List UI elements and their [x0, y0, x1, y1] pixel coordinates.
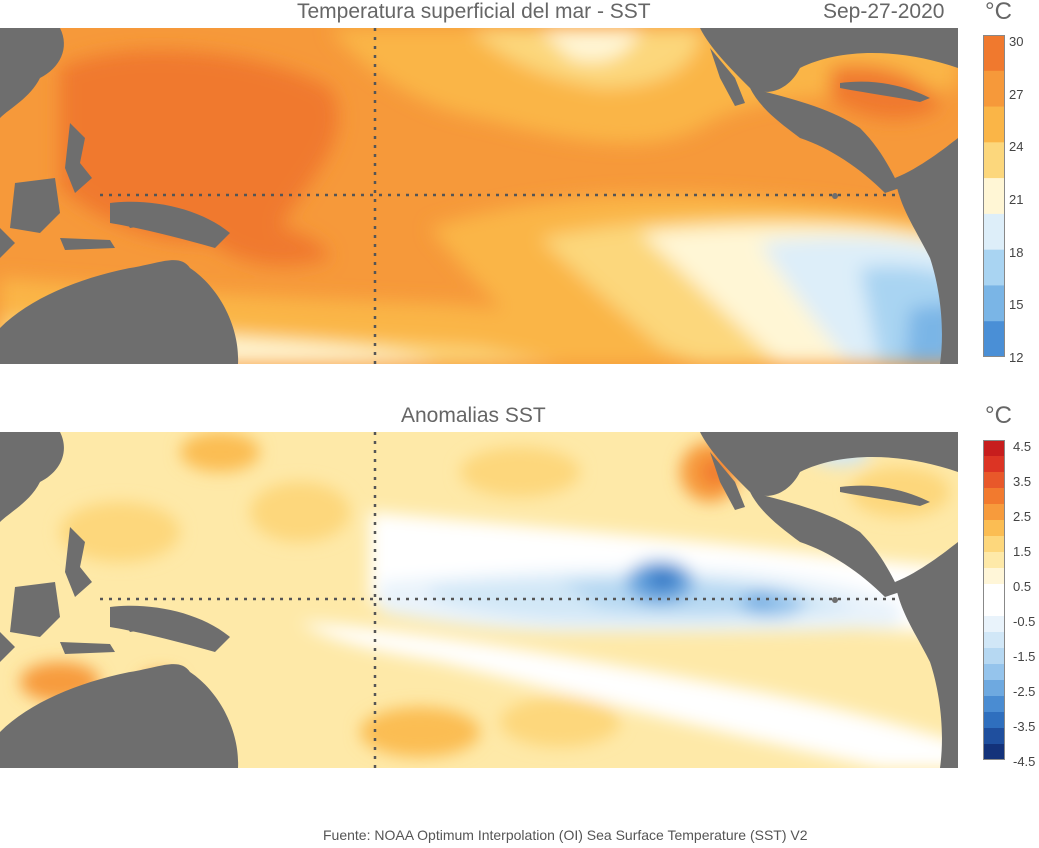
anomaly-colorbar-swatch: [983, 584, 1005, 601]
sst-title: Temperatura superficial del mar - SST: [297, 0, 651, 23]
asia-landmass: [0, 28, 64, 118]
anomaly-colorbar-swatch: [983, 728, 1005, 745]
anomaly-unit: °C: [985, 402, 1012, 429]
anomaly-colorbar-swatch: [983, 680, 1005, 697]
sst-colorbar-swatch: [983, 285, 1005, 322]
sst-ocean-field: [0, 28, 958, 364]
north-america-landmass: [700, 28, 958, 92]
sumatra-island: [0, 632, 15, 662]
anomaly-colorbar-tick-label: -3.5: [1013, 719, 1036, 734]
anomaly-colorbar-swatch: [983, 536, 1005, 553]
anomaly-colorbar-swatch: [983, 696, 1005, 713]
philippines-islands: [65, 527, 92, 597]
south-america-landmass: [895, 138, 958, 364]
anomaly-colorbar-swatch: [983, 504, 1005, 521]
sst-colorbar-swatch: [983, 35, 1005, 72]
philippines-islands: [65, 123, 92, 193]
sst-colorbar-tick-label: 30: [1009, 34, 1024, 49]
anomaly-colorbar-tick-label: 3.5: [1013, 474, 1032, 489]
anomaly-colorbar-swatch: [983, 712, 1005, 729]
anomaly-colorbar-swatch: [983, 568, 1005, 585]
anomaly-title: Anomalias SST: [401, 404, 546, 427]
sumatra-island: [0, 228, 15, 258]
anomaly-colorbar-swatch: [983, 664, 1005, 681]
anomaly-colorbar-swatch: [983, 456, 1005, 473]
sst-colorbar-swatch: [983, 321, 1005, 357]
central-america-landmass: [750, 492, 900, 597]
source-footer: Fuente: NOAA Optimum Interpolation (OI) …: [323, 827, 808, 843]
sst-colorbar-tick-label: 24: [1009, 139, 1024, 155]
north-america-landmass: [700, 432, 958, 496]
sst-map: [0, 28, 958, 364]
anomaly-colorbar-tick-label: -0.5: [1013, 614, 1036, 629]
borneo-island: [10, 178, 60, 233]
anomaly-colorbar-swatch: [983, 744, 1005, 760]
sst-colorbar-tick-label: 12: [1009, 350, 1024, 365]
anomaly-colorbar-ticks: 4.5 3.5 2.5 1.5 0.5 -0.5 -1.5 -2.5 -3.5 -4.5: [1013, 434, 1039, 769]
sst-colorbar-swatch: [983, 142, 1005, 179]
sst-gridlines: [100, 28, 895, 364]
borneo-island: [10, 582, 60, 637]
anomaly-colorbar-tick-label: 2.5: [1013, 509, 1032, 524]
australia-landmass: [0, 260, 239, 364]
anomaly-gridlines: [100, 432, 895, 768]
sst-colorbar-swatch: [983, 213, 1005, 251]
anomaly-colorbar-tick-label: -1.5: [1013, 649, 1036, 664]
sst-colorbar-swatch: [983, 249, 1005, 286]
anomaly-colorbar-tick-label: 0.5: [1013, 579, 1032, 594]
sst-date: Sep-27-2020: [823, 0, 945, 23]
anomaly-colorbar-swatch: [983, 616, 1005, 633]
sst-colorbar-tick-label: 15: [1009, 297, 1024, 313]
anomaly-colorbar-swatch: [983, 472, 1005, 489]
anomaly-colorbar-swatch: [983, 600, 1005, 617]
new-guinea-island: [110, 605, 230, 652]
baja-california-peninsula: [710, 48, 745, 106]
sst-colorbar-swatch: [983, 70, 1005, 108]
sst-colorbar-tick-label: 18: [1009, 244, 1024, 260]
sst-land: [0, 28, 958, 364]
anomaly-colorbar-swatch: [983, 632, 1005, 649]
anomaly-colorbar-swatch: [983, 488, 1005, 505]
anomaly-colorbar-tick-label: -2.5: [1013, 684, 1036, 699]
baja-california-peninsula: [710, 452, 745, 510]
galapagos-islands: [832, 597, 838, 603]
anomaly-colorbar-tick-label: 1.5: [1013, 544, 1032, 559]
anomaly-colorbar-tick-label: -4.5: [1013, 754, 1036, 769]
sst-colorbar-tick-label: 27: [1009, 86, 1024, 102]
anomaly-colorbar-swatch: [983, 440, 1005, 457]
anomaly-land: [0, 432, 958, 768]
sst-colorbar-ticks: 30 27 24 21 18 15 12: [1009, 30, 1039, 365]
asia-landmass: [0, 432, 64, 522]
new-guinea-island: [110, 201, 230, 248]
galapagos-islands: [832, 193, 838, 199]
south-america-landmass: [895, 542, 958, 768]
sst-colorbar-tick-label: 21: [1009, 192, 1024, 207]
anomaly-colorbar-swatch: [983, 552, 1005, 569]
australia-landmass: [0, 664, 239, 768]
sst-colorbar: [983, 35, 1005, 357]
sst-colorbar-swatch: [983, 106, 1005, 143]
anomaly-colorbar: [983, 440, 1005, 760]
sst-colorbar-swatch: [983, 178, 1005, 215]
anomaly-map: [0, 432, 958, 768]
anomaly-colorbar-swatch: [983, 648, 1005, 665]
central-america-landmass: [750, 88, 900, 193]
anomaly-colorbar-tick-label: 4.5: [1013, 439, 1032, 454]
anomaly-colorbar-swatch: [983, 520, 1005, 537]
cuba-island: [840, 81, 930, 102]
cuba-island: [840, 485, 930, 506]
sst-unit: °C: [985, 0, 1012, 25]
